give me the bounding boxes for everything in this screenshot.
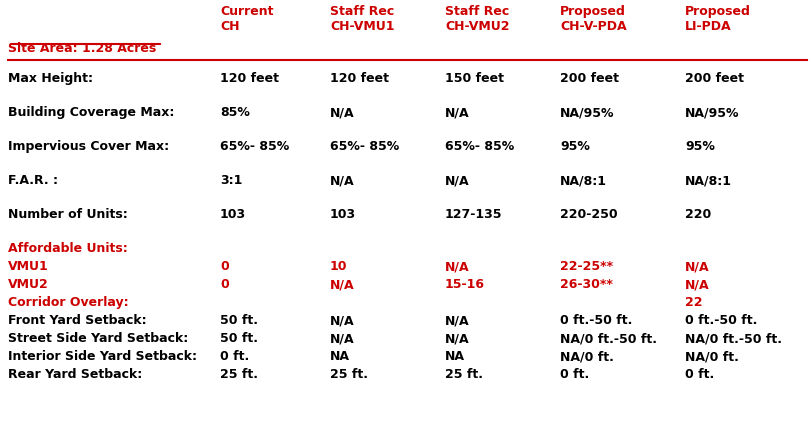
Text: Corridor Overlay:: Corridor Overlay:: [8, 296, 128, 309]
Text: 120 feet: 120 feet: [220, 72, 279, 85]
Text: 25 ft.: 25 ft.: [220, 368, 258, 381]
Text: Site Area: 1.28 Acres: Site Area: 1.28 Acres: [8, 42, 156, 55]
Text: NA: NA: [444, 350, 465, 363]
Text: 0: 0: [220, 278, 229, 291]
Text: 25 ft.: 25 ft.: [329, 368, 367, 381]
Text: Max Height:: Max Height:: [8, 72, 93, 85]
Text: 22: 22: [684, 296, 702, 309]
Text: NA/0 ft.: NA/0 ft.: [684, 350, 738, 363]
Text: 95%: 95%: [684, 140, 714, 153]
Text: N/A: N/A: [684, 278, 709, 291]
Text: 220-250: 220-250: [560, 208, 617, 221]
Text: NA/8:1: NA/8:1: [560, 174, 607, 187]
Text: N/A: N/A: [329, 278, 354, 291]
Text: 10: 10: [329, 260, 347, 273]
Text: 0 ft.: 0 ft.: [220, 350, 249, 363]
Text: N/A: N/A: [329, 314, 354, 327]
Text: N/A: N/A: [684, 260, 709, 273]
Text: Affordable Units:: Affordable Units:: [8, 242, 127, 255]
Text: 0 ft.-50 ft.: 0 ft.-50 ft.: [560, 314, 632, 327]
Text: Number of Units:: Number of Units:: [8, 208, 127, 221]
Text: 120 feet: 120 feet: [329, 72, 388, 85]
Text: 0 ft.-50 ft.: 0 ft.-50 ft.: [684, 314, 757, 327]
Text: 95%: 95%: [560, 140, 589, 153]
Text: Street Side Yard Setback:: Street Side Yard Setback:: [8, 332, 188, 345]
Text: N/A: N/A: [444, 260, 469, 273]
Text: NA/95%: NA/95%: [560, 106, 614, 119]
Text: 15-16: 15-16: [444, 278, 484, 291]
Text: Front Yard Setback:: Front Yard Setback:: [8, 314, 147, 327]
Text: Interior Side Yard Setback:: Interior Side Yard Setback:: [8, 350, 197, 363]
Text: 26-30**: 26-30**: [560, 278, 612, 291]
Text: Staff Rec
CH-VMU2: Staff Rec CH-VMU2: [444, 5, 508, 33]
Text: F.A.R. :: F.A.R. :: [8, 174, 58, 187]
Text: 50 ft.: 50 ft.: [220, 314, 258, 327]
Text: N/A: N/A: [444, 174, 469, 187]
Text: N/A: N/A: [444, 314, 469, 327]
Text: NA/0 ft.: NA/0 ft.: [560, 350, 613, 363]
Text: NA/8:1: NA/8:1: [684, 174, 731, 187]
Text: N/A: N/A: [444, 332, 469, 345]
Text: NA: NA: [329, 350, 350, 363]
Text: 0 ft.: 0 ft.: [684, 368, 714, 381]
Text: 103: 103: [220, 208, 246, 221]
Text: 85%: 85%: [220, 106, 250, 119]
Text: 0 ft.: 0 ft.: [560, 368, 589, 381]
Text: 0: 0: [220, 260, 229, 273]
Text: 65%- 85%: 65%- 85%: [444, 140, 513, 153]
Text: 50 ft.: 50 ft.: [220, 332, 258, 345]
Text: Proposed
CH-V-PDA: Proposed CH-V-PDA: [560, 5, 626, 33]
Text: N/A: N/A: [329, 332, 354, 345]
Text: 220: 220: [684, 208, 710, 221]
Text: Staff Rec
CH-VMU1: Staff Rec CH-VMU1: [329, 5, 394, 33]
Text: 150 feet: 150 feet: [444, 72, 504, 85]
Text: Current
CH: Current CH: [220, 5, 273, 33]
Text: 127-135: 127-135: [444, 208, 502, 221]
Text: 65%- 85%: 65%- 85%: [220, 140, 289, 153]
Text: 200 feet: 200 feet: [684, 72, 743, 85]
Text: N/A: N/A: [444, 106, 469, 119]
Text: 65%- 85%: 65%- 85%: [329, 140, 399, 153]
Text: Building Coverage Max:: Building Coverage Max:: [8, 106, 174, 119]
Text: Rear Yard Setback:: Rear Yard Setback:: [8, 368, 142, 381]
Text: N/A: N/A: [329, 174, 354, 187]
Text: 200 feet: 200 feet: [560, 72, 618, 85]
Text: VMU1: VMU1: [8, 260, 49, 273]
Text: Proposed
LI-PDA: Proposed LI-PDA: [684, 5, 750, 33]
Text: 22-25**: 22-25**: [560, 260, 612, 273]
Text: N/A: N/A: [329, 106, 354, 119]
Text: VMU2: VMU2: [8, 278, 49, 291]
Text: 25 ft.: 25 ft.: [444, 368, 483, 381]
Text: NA/0 ft.-50 ft.: NA/0 ft.-50 ft.: [560, 332, 656, 345]
Text: 3:1: 3:1: [220, 174, 242, 187]
Text: NA/0 ft.-50 ft.: NA/0 ft.-50 ft.: [684, 332, 781, 345]
Text: Impervious Cover Max:: Impervious Cover Max:: [8, 140, 169, 153]
Text: NA/95%: NA/95%: [684, 106, 739, 119]
Text: 103: 103: [329, 208, 356, 221]
